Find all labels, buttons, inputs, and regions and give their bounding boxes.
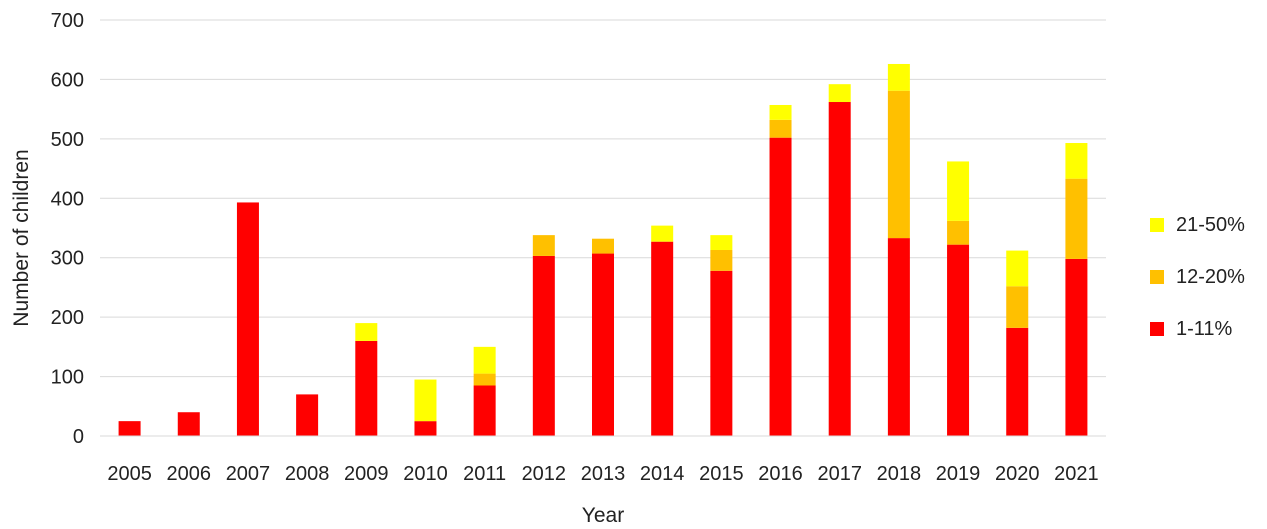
y-tick-label: 600: [51, 69, 84, 91]
x-axis-ticks: 2005 2006 2007 2008 2009 2010 2011 2012 2013 2014…: [107, 463, 1098, 485]
bar-segment-21-50pct-2017: [828, 84, 851, 103]
bar-segment-12-20pct-2021: [1065, 178, 1088, 259]
y-tick-label: 200: [51, 307, 84, 329]
bar-segment-21-50pct-2015: [710, 235, 733, 250]
x-tick-label: 2015: [699, 463, 744, 485]
x-tick-label: 2008: [285, 463, 330, 485]
bar-segment-1-11pct-2009: [355, 340, 378, 436]
bar-segment-21-50pct-2011: [473, 346, 496, 374]
x-tick-label: 2005: [107, 463, 152, 485]
y-axis-title: Number of children: [10, 149, 33, 326]
x-tick-label: 2012: [522, 463, 567, 485]
legend: 21-50% 12-20% 1-11%: [1150, 214, 1245, 340]
x-tick-label: 2021: [1054, 463, 1099, 485]
bar-segment-1-11pct-2005: [118, 421, 141, 436]
bar-segment-1-11pct-2007: [236, 202, 259, 436]
x-tick-label: 2018: [877, 463, 922, 485]
x-tick-label: 2020: [995, 463, 1040, 485]
bar-segment-12-20pct-2016: [769, 119, 792, 138]
bar-segment-1-11pct-2017: [828, 102, 851, 437]
bar-segment-21-50pct-2020: [1006, 250, 1029, 287]
bar-segment-1-11pct-2010: [414, 421, 437, 436]
bar-segment-1-11pct-2015: [710, 270, 733, 436]
x-tick-label: 2006: [167, 463, 212, 485]
bar-segment-21-50pct-2018: [887, 63, 910, 91]
x-tick-label: 2013: [581, 463, 626, 485]
y-tick-label: 0: [73, 426, 84, 448]
y-tick-label: 400: [51, 188, 84, 210]
y-axis-ticks: 0 100 200 300 400 500 600 700: [51, 10, 84, 448]
bars: [118, 63, 1088, 437]
x-axis-title: Year: [582, 504, 624, 527]
bar-segment-12-20pct-2012: [532, 235, 555, 256]
x-tick-label: 2017: [817, 463, 862, 485]
bar-segment-1-11pct-2016: [769, 137, 792, 436]
bar-segment-12-20pct-2013: [592, 238, 614, 254]
bar-segment-1-11pct-2008: [296, 394, 319, 436]
bar-segment-1-11pct-2018: [887, 238, 910, 436]
x-tick-label: 2011: [463, 463, 506, 485]
x-tick-label: 2009: [344, 463, 389, 485]
y-tick-label: 700: [51, 10, 84, 32]
legend-swatch: [1150, 270, 1164, 284]
bar-segment-21-50pct-2016: [769, 104, 792, 120]
x-tick-label: 2010: [403, 463, 448, 485]
x-tick-label: 2007: [226, 463, 271, 485]
bar-segment-21-50pct-2014: [651, 225, 674, 242]
bar-segment-21-50pct-2010: [414, 379, 437, 422]
legend-label: 1-11%: [1176, 318, 1233, 340]
bar-segment-12-20pct-2011: [473, 373, 496, 386]
bar-segment-12-20pct-2020: [1006, 286, 1029, 328]
y-tick-label: 100: [51, 367, 84, 389]
x-tick-label: 2014: [640, 463, 685, 485]
x-tick-label: 2019: [936, 463, 981, 485]
bar-segment-1-11pct-2019: [947, 244, 970, 436]
bar-segment-12-20pct-2019: [947, 220, 970, 245]
y-tick-label: 300: [51, 248, 84, 270]
bar-segment-1-11pct-2006: [177, 412, 200, 436]
bar-segment-1-11pct-2011: [473, 385, 496, 436]
bar-segment-1-11pct-2021: [1065, 258, 1088, 436]
y-tick-label: 500: [51, 129, 84, 151]
bar-segment-1-11pct-2020: [1006, 327, 1029, 436]
bar-segment-12-20pct-2015: [710, 249, 733, 271]
bar-segment-1-11pct-2014: [651, 241, 674, 436]
legend-swatch: [1150, 218, 1164, 232]
legend-label: 21-50%: [1176, 214, 1245, 236]
bar-segment-21-50pct-2019: [947, 161, 970, 221]
legend-swatch: [1150, 322, 1164, 336]
bar-segment-12-20pct-2018: [887, 90, 910, 239]
bar-segment-1-11pct-2012: [532, 255, 555, 436]
bar-segment-21-50pct-2021: [1065, 143, 1088, 179]
x-tick-label: 2016: [758, 463, 803, 485]
bar-segment-1-11pct-2013: [592, 253, 614, 436]
legend-label: 12-20%: [1176, 266, 1245, 288]
bar-segment-21-50pct-2009: [355, 323, 378, 341]
